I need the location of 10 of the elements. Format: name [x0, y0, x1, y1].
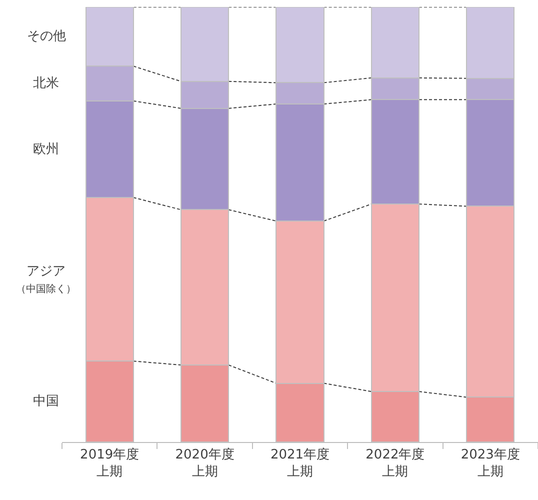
text: 北米 — [33, 76, 59, 91]
x-tick-label: 2021年度上期 — [270, 446, 330, 480]
series-label: アジア（中国除く） — [16, 264, 76, 295]
x-tick-label: 2022年度上期 — [366, 446, 425, 480]
text: 中国 — [33, 394, 59, 409]
x-tick-label: 2019年度上期 — [80, 446, 140, 480]
x-tick-label: 2023年度上期 — [460, 446, 520, 480]
x-tick-label: 2020年度上期 — [175, 446, 234, 480]
text: 欧州 — [33, 142, 59, 157]
series-label: その他 — [27, 29, 66, 44]
